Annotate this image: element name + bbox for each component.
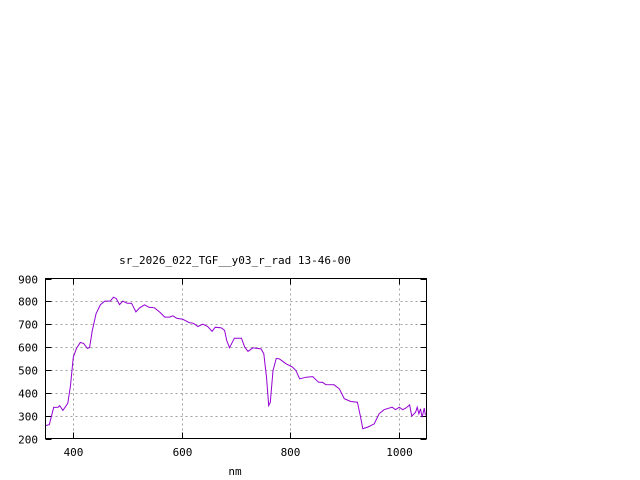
x-tick-label: 400 [64,446,84,459]
y-tick-label: 500 [18,365,38,378]
ticks [45,278,427,440]
x-tick-label: 600 [173,446,193,459]
y-tick-label: 800 [18,296,38,309]
grid [45,278,427,439]
chart-title: sr_2026_022_TGF__y03_r_rad 13-46-00 [119,254,351,267]
plot-border [45,278,427,439]
y-tick-label: 400 [18,388,38,401]
x-axis-label: nm [228,465,242,478]
y-tick-label: 900 [18,274,38,287]
y-tick-label: 200 [18,434,38,447]
y-tick-label: 600 [18,342,38,355]
y-tick-label: 700 [18,319,38,332]
y-tick-label: 300 [18,411,38,424]
x-tick-label: 1000 [386,446,413,459]
series-line [45,296,426,430]
x-tick-label: 800 [281,446,301,459]
